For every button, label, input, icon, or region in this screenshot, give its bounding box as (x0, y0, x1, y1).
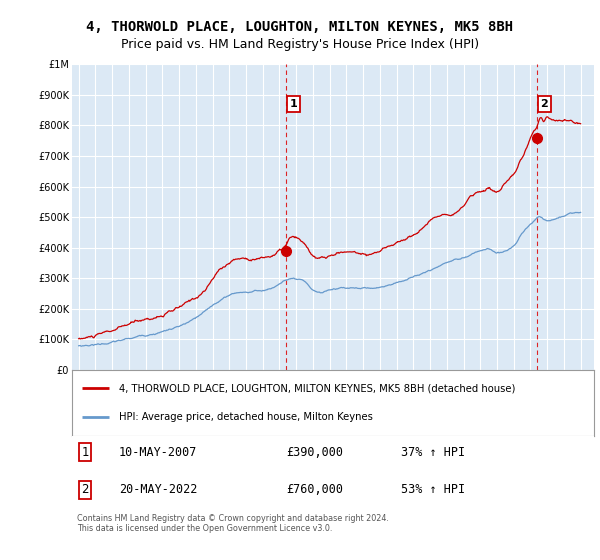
Text: £760,000: £760,000 (286, 483, 343, 496)
Text: 2: 2 (541, 99, 548, 109)
Text: 1: 1 (290, 99, 297, 109)
Text: 37% ↑ HPI: 37% ↑ HPI (401, 446, 465, 459)
Text: 53% ↑ HPI: 53% ↑ HPI (401, 483, 465, 496)
Text: 20-MAY-2022: 20-MAY-2022 (119, 483, 197, 496)
Text: Contains HM Land Registry data © Crown copyright and database right 2024.
This d: Contains HM Land Registry data © Crown c… (77, 514, 389, 533)
Text: 2: 2 (82, 483, 89, 496)
Text: 10-MAY-2007: 10-MAY-2007 (119, 446, 197, 459)
Text: 4, THORWOLD PLACE, LOUGHTON, MILTON KEYNES, MK5 8BH (detached house): 4, THORWOLD PLACE, LOUGHTON, MILTON KEYN… (119, 383, 515, 393)
Text: £390,000: £390,000 (286, 446, 343, 459)
Text: Price paid vs. HM Land Registry's House Price Index (HPI): Price paid vs. HM Land Registry's House … (121, 38, 479, 50)
Text: HPI: Average price, detached house, Milton Keynes: HPI: Average price, detached house, Milt… (119, 412, 373, 422)
Text: 1: 1 (82, 446, 89, 459)
Text: 4, THORWOLD PLACE, LOUGHTON, MILTON KEYNES, MK5 8BH: 4, THORWOLD PLACE, LOUGHTON, MILTON KEYN… (86, 20, 514, 34)
